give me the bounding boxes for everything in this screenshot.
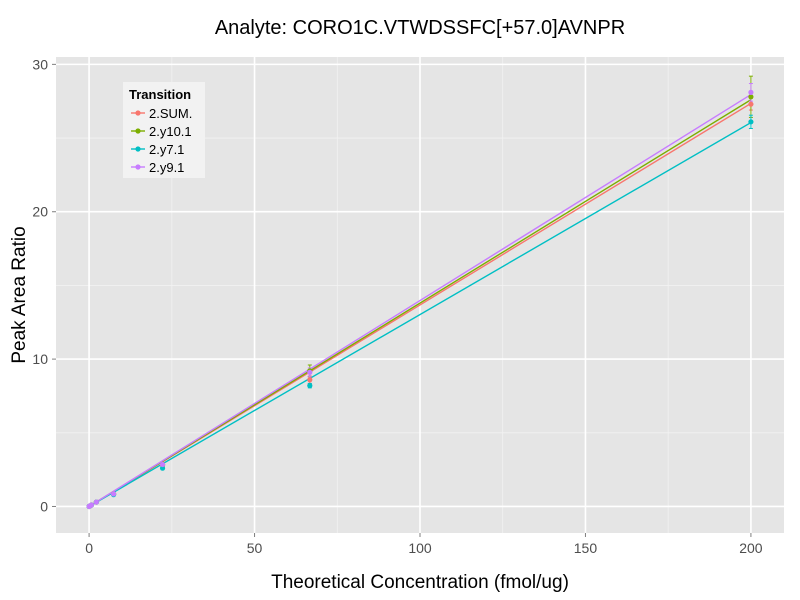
y-tick-label: 10 bbox=[32, 351, 48, 367]
x-axis-ticks: 0 50 100 150 200 bbox=[85, 533, 763, 556]
legend-title: Transition bbox=[129, 87, 191, 102]
legend-label: 2.y7.1 bbox=[149, 142, 184, 157]
legend-item: 2.y10.1 bbox=[131, 124, 192, 139]
legend-key-point bbox=[135, 110, 141, 116]
chart-title: Analyte: CORO1C.VTWDSSFC[+57.0]AVNPR bbox=[215, 17, 625, 39]
major-gridlines bbox=[56, 57, 784, 533]
data-point bbox=[159, 461, 166, 468]
fit-lines bbox=[88, 93, 752, 508]
y-tick-label: 30 bbox=[32, 56, 48, 72]
data-point bbox=[307, 369, 313, 375]
data-point bbox=[748, 89, 754, 95]
legend: Transition 2.SUM. 2.y10.1 2.y7.1 2.y9.1 bbox=[123, 82, 205, 178]
legend-label: 2.y9.1 bbox=[149, 160, 184, 175]
data-point bbox=[307, 383, 313, 389]
y-axis-ticks: 0 10 20 30 bbox=[32, 56, 56, 514]
y-tick-label: 20 bbox=[32, 204, 48, 220]
legend-item: 2.y9.1 bbox=[131, 160, 184, 175]
x-axis-title: Theoretical Concentration (fmol/ug) bbox=[271, 572, 569, 593]
x-tick-label: 50 bbox=[247, 540, 263, 556]
fit-line-series-3 bbox=[88, 93, 752, 508]
y-axis-title: Peak Area Ratio bbox=[9, 226, 30, 363]
fit-line-series-2 bbox=[88, 121, 752, 508]
legend-key-point bbox=[135, 164, 141, 170]
legend-items: 2.SUM. 2.y10.1 2.y7.1 2.y9.1 bbox=[131, 106, 192, 175]
data-point bbox=[748, 119, 754, 125]
data-point bbox=[748, 94, 754, 100]
x-tick-label: 100 bbox=[408, 540, 432, 556]
legend-label: 2.SUM. bbox=[149, 106, 192, 121]
legend-label: 2.y10.1 bbox=[149, 124, 192, 139]
x-tick-label: 150 bbox=[574, 540, 598, 556]
data-point bbox=[88, 502, 95, 508]
legend-item: 2.y7.1 bbox=[131, 142, 184, 157]
data-point bbox=[93, 499, 99, 505]
y-tick-label: 0 bbox=[40, 498, 48, 514]
data-points bbox=[86, 89, 754, 510]
data-point bbox=[110, 491, 117, 497]
fit-line-series-1 bbox=[88, 99, 752, 508]
data-point bbox=[748, 101, 754, 107]
x-tick-label: 200 bbox=[739, 540, 763, 556]
x-tick-label: 0 bbox=[85, 540, 93, 556]
legend-item: 2.SUM. bbox=[131, 106, 192, 121]
legend-key-point bbox=[135, 128, 141, 134]
data-point bbox=[307, 377, 313, 383]
data-point bbox=[159, 465, 166, 471]
legend-key-point bbox=[135, 146, 141, 152]
